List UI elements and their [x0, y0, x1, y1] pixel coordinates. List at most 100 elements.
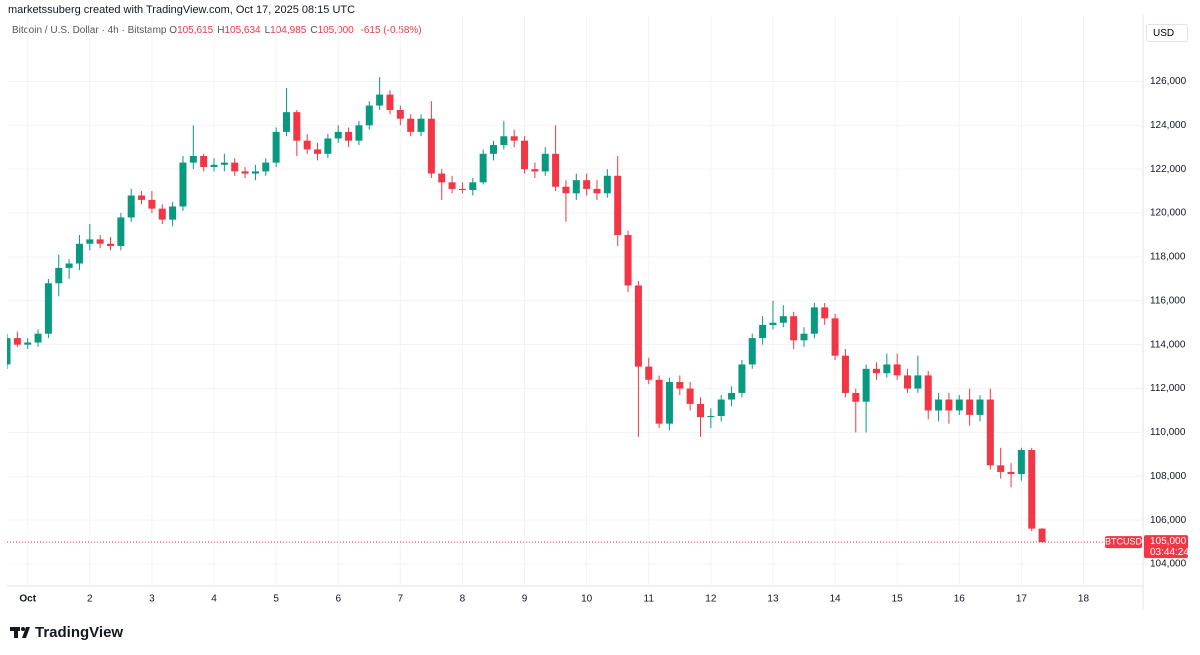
candle-body [127, 195, 135, 218]
candle-body [117, 217, 125, 246]
candle-body [345, 131, 353, 141]
candle-body [655, 379, 663, 424]
x-tick-label: 2 [87, 594, 93, 605]
x-tick-label: 7 [398, 594, 404, 605]
x-tick-label: 6 [335, 594, 341, 605]
candle-body [1017, 449, 1025, 475]
candle-body [728, 392, 736, 400]
candle-body [210, 164, 218, 167]
ohlc-value: 104,985 [270, 25, 307, 36]
candle-body [158, 208, 166, 220]
y-tick-label: 116,000 [1150, 295, 1186, 306]
candle-body [407, 118, 415, 132]
candle-body [34, 333, 42, 343]
logo-icon [14, 627, 18, 638]
candle-body [686, 388, 694, 404]
x-tick-label: 13 [767, 594, 779, 605]
candle-body [314, 149, 322, 154]
ohlc-key: C [310, 25, 318, 36]
credit: marketssuberg created with TradingView.c… [8, 4, 356, 16]
candle-body [65, 263, 73, 268]
candle-body [251, 171, 259, 174]
candle-body [500, 136, 508, 146]
candle-body [904, 375, 912, 389]
x-tick-label: 14 [830, 594, 842, 605]
candle-body [552, 153, 560, 187]
candle-body [324, 138, 332, 154]
candle-body [396, 109, 404, 119]
x-tick-label: 8 [460, 594, 466, 605]
candle-body [645, 366, 653, 380]
ohlc-value: 105,634 [224, 25, 261, 36]
candle-body [779, 316, 787, 323]
y-tick-label: 106,000 [1150, 515, 1187, 526]
candle-body [738, 364, 746, 393]
candle-body [365, 105, 373, 126]
candle-body [1007, 471, 1015, 475]
candle-body [759, 324, 767, 339]
y-tick-label: 118,000 [1150, 252, 1186, 263]
logo: TradingView [10, 624, 123, 641]
x-tick-label: 3 [149, 594, 155, 605]
candle-body [7, 338, 11, 365]
candle-body [883, 364, 891, 374]
candle-body [676, 381, 684, 389]
candle-body [55, 267, 63, 284]
logo-icon [21, 627, 25, 631]
y-tick-label: 120,000 [1150, 208, 1187, 219]
x-tick-label: 9 [522, 594, 528, 605]
currency-button[interactable]: USD [1146, 24, 1188, 42]
candle-body [841, 355, 849, 393]
symbol: Bitcoin / U.S. Dollar · 4h · Bitstamp [12, 25, 167, 36]
candle-body [448, 182, 456, 189]
plot [7, 77, 1143, 543]
ohlc-value: 105,000 [317, 25, 354, 36]
candle-body [593, 188, 601, 194]
logo-icon [22, 627, 30, 638]
candle-body [624, 234, 632, 286]
x-tick-label: Oct [19, 594, 36, 605]
candle-body [614, 175, 622, 235]
x-tick-label: 16 [954, 594, 966, 605]
candle-body [748, 338, 756, 365]
ohlc-key: L [264, 25, 271, 36]
candle-body [790, 316, 798, 341]
x-tick-label: 4 [211, 594, 217, 605]
candle-body [583, 180, 591, 189]
y-tick-label: 114,000 [1150, 339, 1186, 350]
candle-body [293, 112, 301, 141]
change: -615 (-0.58%) [360, 25, 422, 36]
symbol-tag [1105, 536, 1142, 549]
candle-body [1038, 528, 1046, 543]
candle-body [872, 368, 880, 374]
candle-body [821, 307, 829, 319]
candle-body [479, 153, 487, 183]
y-tick-label: 126,000 [1150, 76, 1187, 87]
candle-body [966, 399, 974, 415]
candle-body [489, 145, 497, 154]
candle-body [417, 118, 425, 132]
candle-body [189, 156, 197, 163]
candle-body [862, 368, 870, 402]
ohlc: O105,615 H105,634 L104,985 C105,000 [169, 25, 357, 36]
brand: TradingView [35, 624, 123, 641]
candle-body [438, 173, 446, 183]
candle-body [75, 243, 83, 264]
candle-body [914, 375, 922, 389]
candle-body [603, 175, 611, 194]
x-tick-label: 10 [581, 594, 593, 605]
grid [7, 15, 1143, 586]
candle-body [562, 186, 570, 194]
y-tick-label: 108,000 [1150, 471, 1187, 482]
candle-body [976, 399, 984, 415]
candle-body [935, 399, 943, 411]
candle-body [831, 318, 839, 356]
ohlc-key: O [169, 25, 178, 36]
ohlc-value: 105,615 [177, 25, 214, 36]
candle-body [665, 381, 673, 424]
candle-body [138, 195, 146, 200]
candle-body [262, 162, 270, 172]
price-label: 105,000 [1150, 536, 1187, 547]
candle-body [521, 140, 529, 170]
